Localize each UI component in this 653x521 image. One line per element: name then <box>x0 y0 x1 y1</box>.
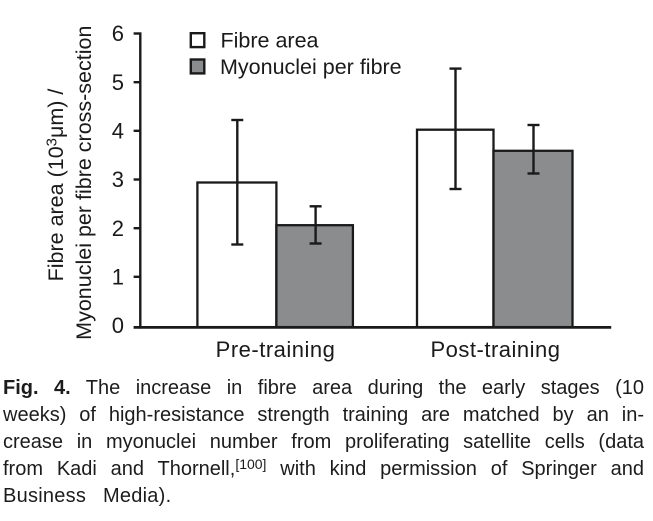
svg-text:Pre-training: Pre-training <box>216 337 336 362</box>
svg-text:Post-training: Post-training <box>430 337 560 362</box>
svg-text:Fibre area (103μm) /: Fibre area (103μm) / <box>44 89 69 282</box>
svg-text:Myonuclei per fibre: Myonuclei per fibre <box>220 55 402 79</box>
svg-text:3: 3 <box>112 167 124 192</box>
svg-text:Fibre area: Fibre area <box>221 29 319 53</box>
svg-text:4: 4 <box>112 119 124 144</box>
svg-text:5: 5 <box>112 70 124 95</box>
svg-text:2: 2 <box>112 216 124 241</box>
svg-text:0: 0 <box>112 313 124 338</box>
svg-text:1: 1 <box>112 265 124 290</box>
svg-text:6: 6 <box>112 21 124 46</box>
svg-text:Myonuclei per fibre cross-sect: Myonuclei per fibre cross-section <box>72 26 96 340</box>
